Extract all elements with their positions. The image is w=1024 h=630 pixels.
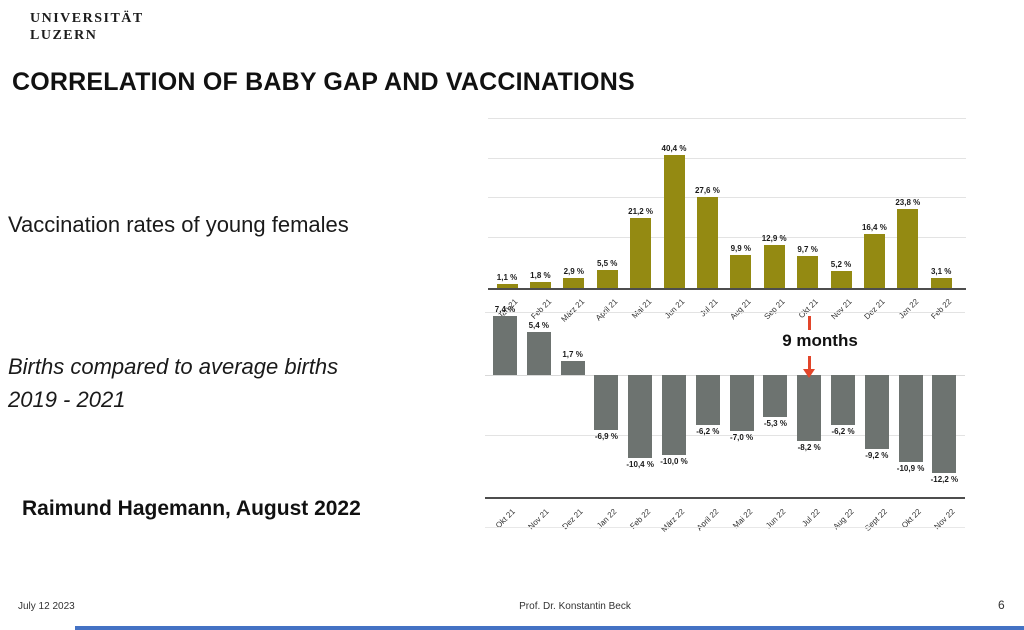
bar-value-label: -6,2 % bbox=[696, 427, 720, 436]
bar-value-label: 9,7 % bbox=[797, 245, 818, 254]
bar bbox=[830, 271, 852, 288]
bar bbox=[628, 375, 653, 458]
bar-value-label: -8,2 % bbox=[797, 443, 821, 452]
annotation-label: 9 months bbox=[782, 331, 858, 350]
bottom-chart-label-line2: 2019 - 2021 bbox=[8, 387, 126, 412]
bar-value-label: -6,9 % bbox=[594, 432, 618, 441]
bar bbox=[663, 155, 685, 288]
top-chart-label: Vaccination rates of young females bbox=[8, 212, 349, 237]
bar bbox=[797, 375, 822, 441]
gridline bbox=[488, 237, 966, 238]
bar bbox=[560, 361, 585, 375]
bar-value-label: 12,9 % bbox=[761, 234, 787, 243]
bar bbox=[594, 375, 619, 430]
bottom-chart-label-line1: Births compared to average births bbox=[8, 354, 339, 379]
births-chart: 7,4 % Okt 21 5,4 % Nov 21 1,7 % Dez 21 -6,9 % J… bbox=[485, 305, 965, 540]
bar-value-label: 40,4 % bbox=[661, 144, 687, 153]
annotation-line-top bbox=[808, 316, 811, 330]
bar bbox=[695, 375, 720, 425]
bar-value-label: 1,1 % bbox=[496, 273, 518, 282]
x-axis-label: Sept 22 bbox=[863, 507, 890, 533]
bar bbox=[863, 234, 885, 288]
x-axis-label: Jul 22 bbox=[800, 507, 822, 529]
page-title: CORRELATION OF BABY GAP AND VACCINATIONS bbox=[12, 68, 635, 96]
bar bbox=[563, 278, 585, 288]
bar bbox=[526, 332, 551, 375]
x-axis-label: März 22 bbox=[659, 507, 687, 534]
footer-page-number: 6 bbox=[998, 598, 1005, 612]
gridline bbox=[485, 435, 965, 436]
logo-line-2: LUZERN bbox=[30, 28, 98, 43]
bar-value-label: -10,0 % bbox=[660, 457, 688, 466]
bar-value-label: 5,2 % bbox=[830, 260, 852, 269]
bar bbox=[730, 255, 752, 288]
bar bbox=[696, 197, 718, 288]
x-axis-line bbox=[485, 497, 965, 499]
bar bbox=[630, 218, 652, 288]
bar-value-label: -6,2 % bbox=[831, 427, 855, 436]
bar-value-label: -7,0 % bbox=[730, 433, 754, 442]
bar-value-label: 1,8 % bbox=[530, 271, 551, 280]
bottom-chart-label: Births compared to average births 2019 -… bbox=[8, 350, 468, 416]
bar bbox=[496, 284, 518, 288]
gridline bbox=[488, 118, 966, 119]
bar bbox=[898, 375, 923, 462]
x-axis-label: April 22 bbox=[694, 507, 721, 533]
footer-author: Prof. Dr. Konstantin Beck bbox=[519, 601, 631, 612]
bar bbox=[864, 375, 889, 449]
bar bbox=[662, 375, 686, 455]
bar-value-label: -9,2 % bbox=[865, 451, 889, 460]
gridline bbox=[488, 197, 966, 198]
bar bbox=[493, 316, 517, 375]
vaccination-rates-chart: 1,1 % Jan 21 1,8 % Feb 21 2,9 % März 21 5,5 % A… bbox=[488, 118, 966, 324]
bar-value-label: -10,4 % bbox=[626, 460, 654, 469]
bar bbox=[797, 256, 819, 288]
bar-value-label: 2,9 % bbox=[563, 267, 585, 276]
university-logo: UNIVERSITÄT LUZERN bbox=[30, 10, 144, 44]
bar-value-label: 9,9 % bbox=[730, 244, 752, 253]
bar-value-label: 5,5 % bbox=[596, 259, 618, 268]
bar bbox=[831, 375, 855, 425]
bar-value-label: 23,8 % bbox=[895, 198, 921, 207]
bar bbox=[897, 209, 919, 288]
bar bbox=[729, 375, 754, 431]
annotation-arrow-head-icon bbox=[803, 369, 815, 378]
bar-value-label: 3,1 % bbox=[930, 267, 952, 276]
zero-line bbox=[485, 375, 965, 376]
bar bbox=[596, 270, 618, 288]
bar bbox=[529, 282, 551, 288]
annotation-arrow-shaft bbox=[808, 356, 811, 369]
bar-value-label: 21,2 % bbox=[628, 207, 654, 216]
bar bbox=[763, 245, 785, 288]
bar-value-label: -12,2 % bbox=[930, 475, 959, 484]
bar-value-label: 1,7 % bbox=[562, 350, 583, 359]
bar bbox=[763, 375, 788, 417]
gridline bbox=[488, 158, 966, 159]
logo-line-1: UNIVERSITÄT bbox=[30, 11, 144, 26]
bar bbox=[930, 278, 952, 288]
bar-value-label: 7,4 % bbox=[494, 305, 516, 314]
bar-value-label: 27,6 % bbox=[694, 186, 720, 195]
bar-value-label: -10,9 % bbox=[896, 464, 925, 473]
bar-value-label: 16,4 % bbox=[861, 223, 887, 232]
bottom-accent-bar bbox=[75, 626, 1024, 630]
bar-value-label: -5,3 % bbox=[763, 419, 787, 428]
x-axis-line bbox=[488, 288, 966, 290]
footer-date: July 12 2023 bbox=[18, 601, 75, 612]
attribution: Raimund Hagemann, August 2022 bbox=[22, 497, 361, 520]
baseline-rule bbox=[485, 527, 965, 528]
bar-value-label: 5,4 % bbox=[528, 321, 550, 330]
gridline bbox=[485, 312, 965, 313]
bar bbox=[932, 375, 957, 473]
